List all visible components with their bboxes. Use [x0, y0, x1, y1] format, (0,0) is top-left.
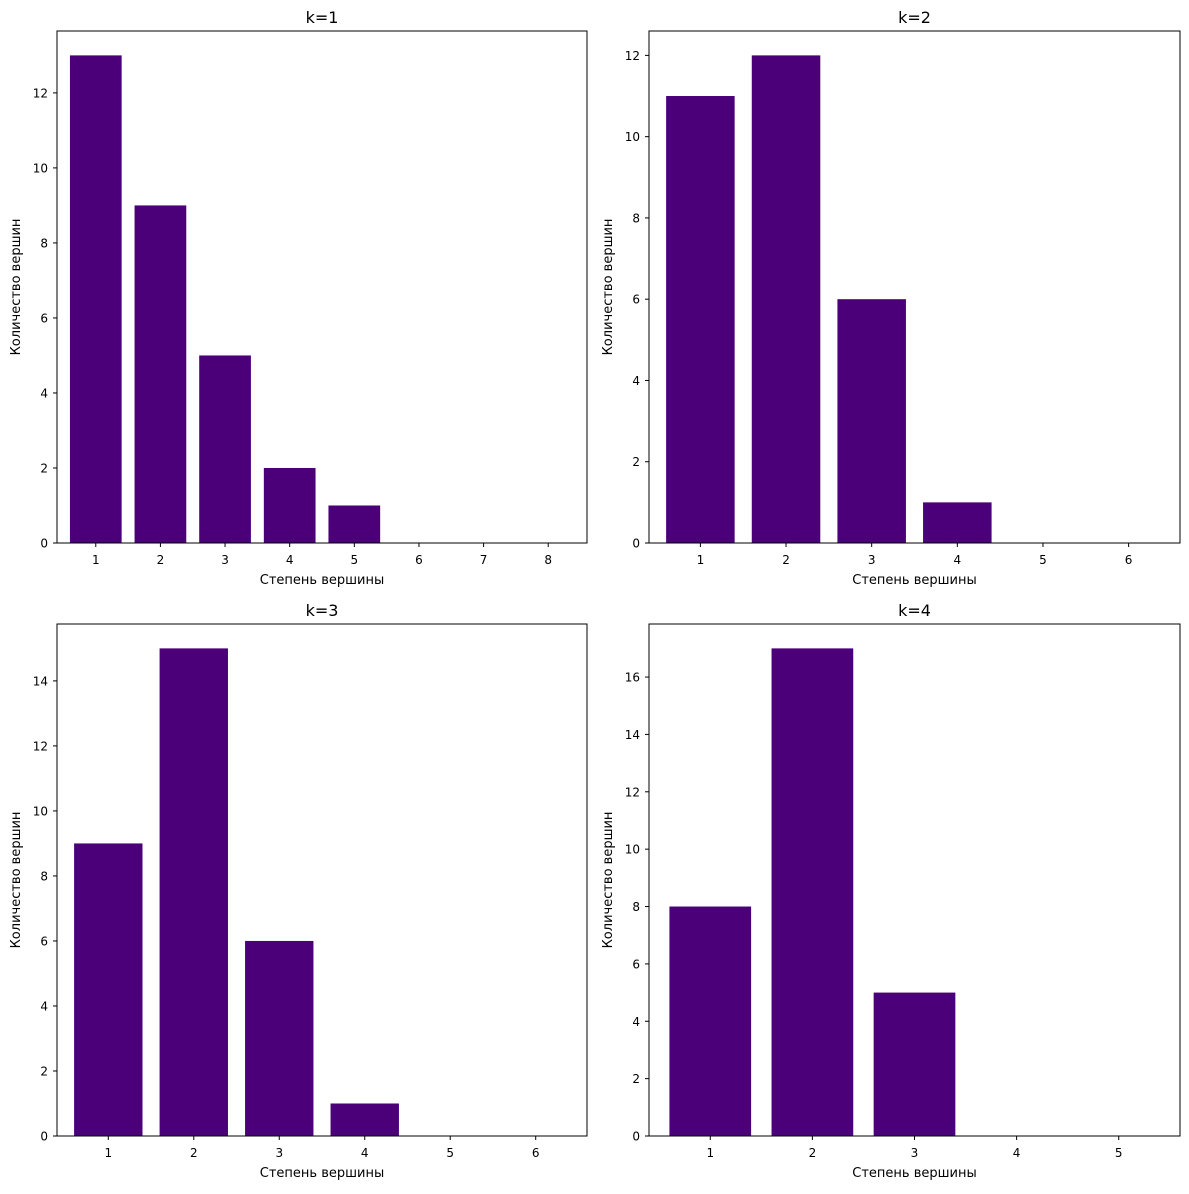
x-tick-label: 6 [1125, 553, 1133, 567]
y-tick-label: 2 [632, 455, 640, 469]
y-axis-label: Количество вершин [9, 812, 24, 949]
bar-4 [330, 1103, 399, 1136]
y-tick-label: 2 [632, 1072, 640, 1086]
plot-frame [56, 30, 588, 544]
x-tick-label: 3 [275, 1146, 283, 1160]
x-tick-label: 1 [697, 553, 705, 567]
x-tick-label: 5 [350, 553, 358, 567]
y-tick-label: 10 [33, 804, 48, 818]
y-axis-label: Количество вершин [601, 812, 616, 949]
x-tick-label: 2 [782, 553, 790, 567]
y-tick-label: 2 [40, 461, 48, 475]
y-axis-label: Количество вершин [601, 219, 616, 356]
x-axis-label: Степень вершины [260, 1166, 384, 1181]
x-axis-label: Степень вершины [852, 573, 976, 588]
chart-title: k=4 [898, 601, 931, 620]
y-tick-label: 16 [625, 671, 640, 685]
y-tick-label: 10 [625, 130, 640, 144]
y-tick-label: 6 [40, 311, 48, 325]
y-tick-label: 4 [632, 374, 640, 388]
x-tick-label: 4 [361, 1146, 369, 1160]
x-tick-label: 2 [809, 1146, 817, 1160]
bar-3 [245, 940, 314, 1136]
x-tick-label: 8 [544, 553, 552, 567]
y-tick-label: 4 [40, 999, 48, 1013]
y-tick-label: 8 [40, 869, 48, 883]
y-tick-label: 0 [632, 537, 640, 551]
y-tick-label: 8 [632, 900, 640, 914]
y-tick-label: 8 [632, 211, 640, 225]
bar-4 [923, 502, 992, 543]
x-tick-label: 3 [868, 553, 876, 567]
chart-title: k=2 [898, 8, 931, 27]
plot-frame [56, 623, 588, 1137]
x-tick-label: 5 [446, 1146, 454, 1160]
y-tick-label: 8 [40, 236, 48, 250]
x-tick-label: 3 [221, 553, 229, 567]
x-tick-label: 6 [532, 1146, 540, 1160]
y-tick-label: 6 [632, 957, 640, 971]
x-tick-label: 2 [190, 1146, 198, 1160]
bar-3 [837, 299, 906, 543]
x-tick-label: 2 [157, 553, 165, 567]
y-tick-label: 10 [625, 843, 640, 857]
plot-frame [648, 30, 1181, 544]
y-tick-label: 4 [632, 1015, 640, 1029]
x-tick-label: 3 [911, 1146, 919, 1160]
y-tick-label: 0 [40, 537, 48, 551]
y-tick-label: 12 [625, 49, 640, 63]
bar-1 [669, 906, 752, 1136]
y-tick-label: 4 [40, 386, 48, 400]
bar-4 [263, 467, 316, 543]
x-tick-label: 1 [706, 1146, 714, 1160]
bar-1 [69, 55, 122, 543]
x-tick-label: 5 [1039, 553, 1047, 567]
x-tick-label: 4 [286, 553, 294, 567]
bar-2 [134, 205, 187, 544]
chart-title: k=1 [306, 8, 339, 27]
y-tick-label: 0 [632, 1130, 640, 1144]
bar-1 [666, 96, 735, 544]
x-axis-label: Степень вершины [260, 573, 384, 588]
bar-3 [873, 992, 956, 1136]
bar-2 [159, 648, 228, 1136]
x-tick-label: 4 [1013, 1146, 1021, 1160]
y-tick-label: 2 [40, 1064, 48, 1078]
x-tick-label: 7 [480, 553, 488, 567]
bar-2 [771, 648, 854, 1136]
y-tick-label: 14 [625, 728, 640, 742]
y-tick-label: 6 [40, 934, 48, 948]
bar-2 [751, 55, 821, 543]
bar-5 [328, 505, 381, 543]
y-tick-label: 0 [40, 1130, 48, 1144]
y-tick-label: 12 [33, 739, 48, 753]
bar-1 [74, 843, 143, 1136]
x-tick-label: 5 [1115, 1146, 1123, 1160]
chart-title: k=3 [306, 601, 339, 620]
y-tick-label: 6 [632, 293, 640, 307]
x-tick-label: 1 [104, 1146, 112, 1160]
y-tick-label: 12 [33, 86, 48, 100]
x-axis-label: Степень вершины [852, 1166, 976, 1181]
x-tick-label: 4 [954, 553, 962, 567]
x-tick-label: 1 [92, 553, 100, 567]
y-axis-label: Количество вершин [9, 219, 24, 356]
y-tick-label: 10 [33, 161, 48, 175]
bar-3 [199, 355, 251, 543]
y-tick-label: 12 [625, 785, 640, 799]
y-tick-label: 14 [33, 674, 48, 688]
x-tick-label: 6 [415, 553, 423, 567]
